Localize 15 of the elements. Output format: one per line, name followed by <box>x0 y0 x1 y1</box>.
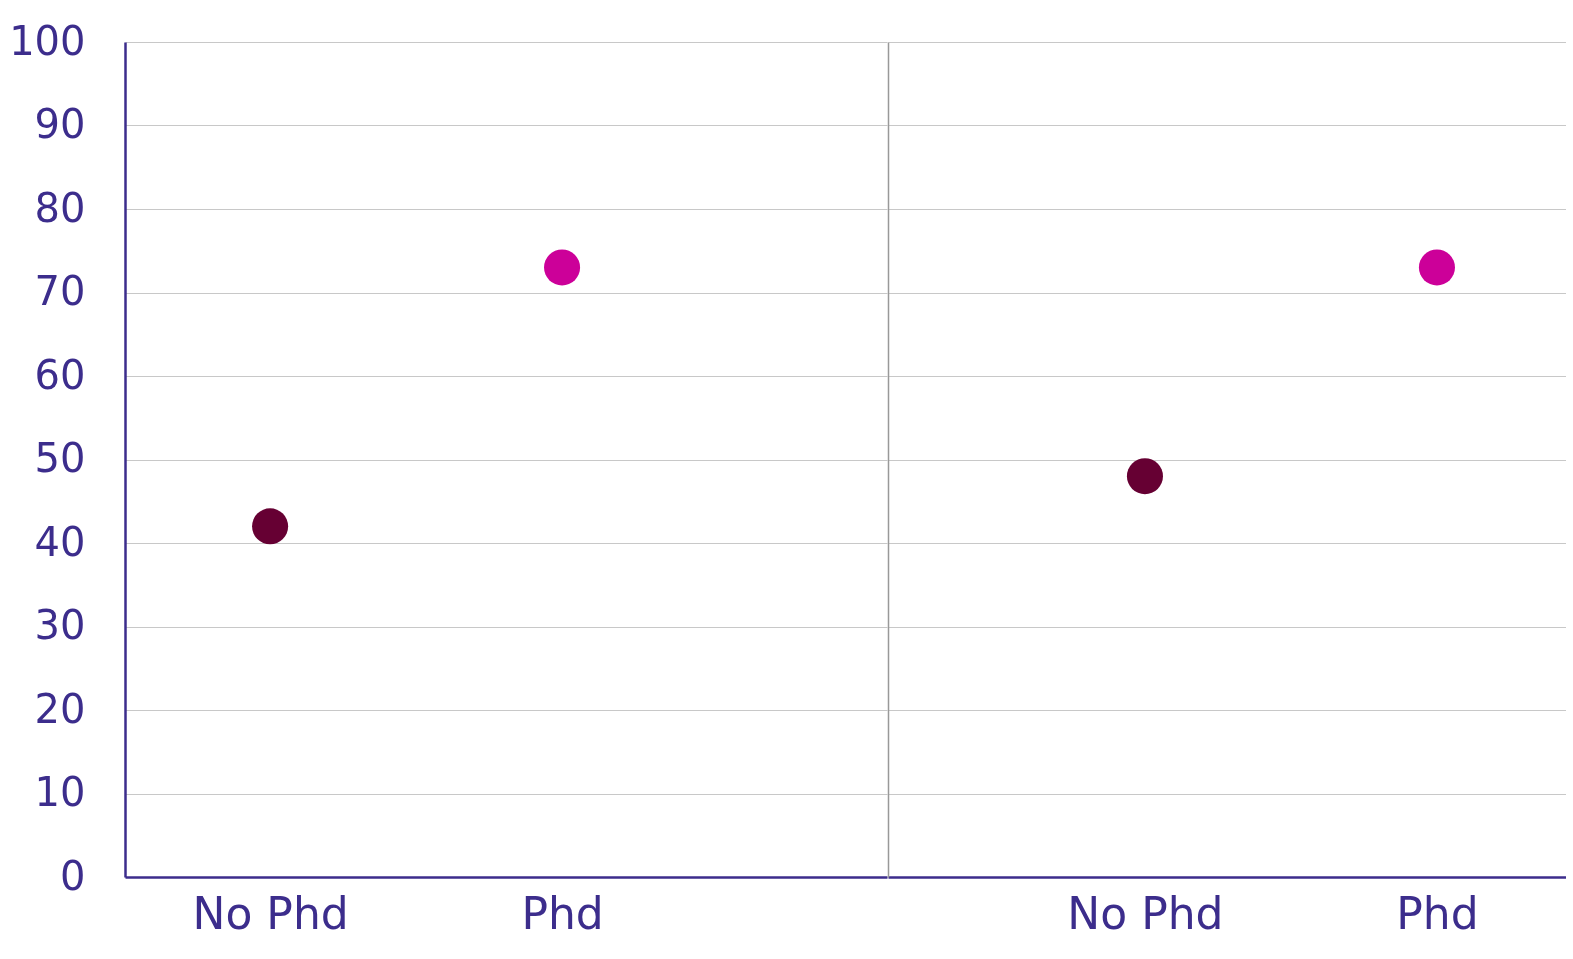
y-tick-label: 80 <box>34 184 86 231</box>
y-tick-label: 50 <box>34 435 86 481</box>
y-tick-label: 0 <box>60 852 86 899</box>
y-tick-label: 90 <box>34 101 86 147</box>
x-tick-label: No Phd <box>192 887 349 939</box>
x-tick-label: Phd <box>521 887 604 939</box>
y-tick-label: 100 <box>9 17 86 64</box>
x-tick-label: No Phd <box>1067 887 1224 939</box>
y-tick-label: 60 <box>34 351 86 398</box>
y-tick-label: 10 <box>34 769 86 815</box>
x-tick-label: Phd <box>1396 887 1479 939</box>
y-tick-label: 40 <box>34 518 86 565</box>
y-tick-label: 20 <box>34 685 86 732</box>
y-tick-label: 70 <box>34 268 86 314</box>
y-tick-label: 30 <box>34 602 86 648</box>
